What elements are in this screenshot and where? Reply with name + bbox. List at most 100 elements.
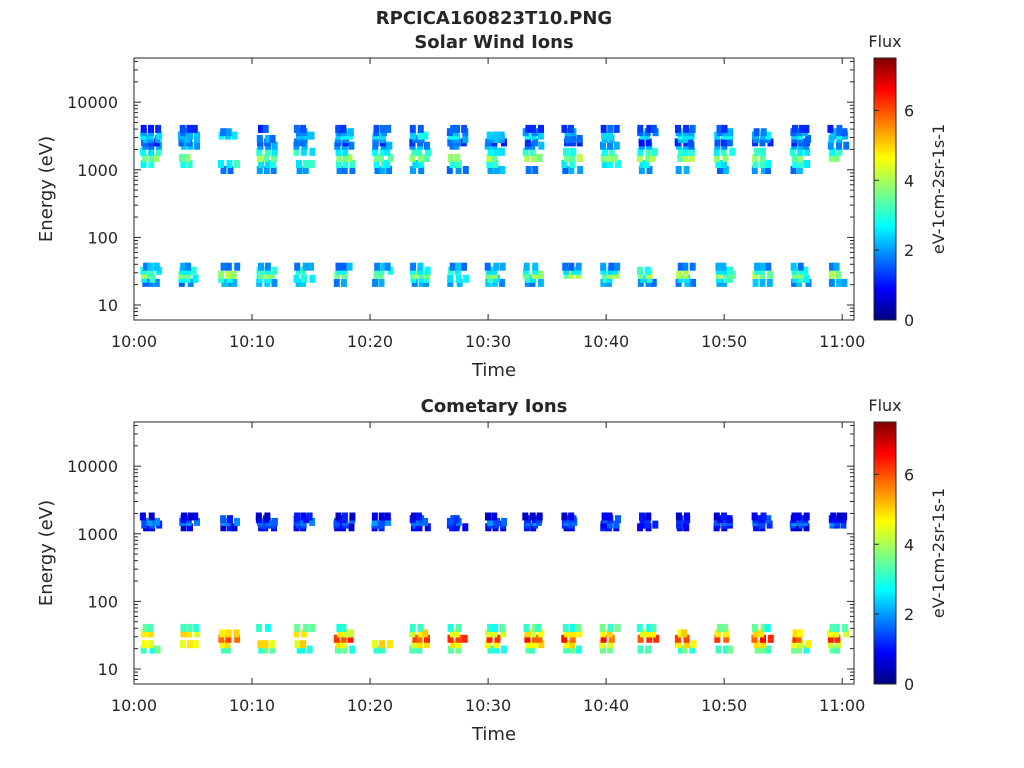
heatmap-cell	[293, 274, 300, 283]
heatmap-cell	[296, 166, 303, 174]
heatmap-cell	[760, 623, 767, 632]
heatmap-cell	[341, 645, 348, 654]
heatmap-cell	[564, 128, 571, 137]
heatmap-cell	[456, 278, 463, 287]
heatmap-cell	[341, 166, 348, 174]
heatmap-cell	[797, 147, 804, 156]
heatmap-cell	[271, 147, 278, 156]
heatmap-cell	[187, 512, 194, 521]
heatmap-cell	[764, 623, 771, 632]
heatmap-cell	[792, 124, 798, 133]
heatmap-cell	[827, 141, 834, 150]
heatmap-cell	[226, 160, 233, 168]
heatmap-cell	[607, 131, 614, 140]
heatmap-cell	[683, 634, 690, 643]
colorbar-gradient	[873, 421, 897, 685]
heatmap-cell	[409, 124, 416, 133]
heatmap-cell	[721, 278, 727, 287]
heatmap-cell	[637, 634, 644, 643]
heatmap-cell	[335, 640, 342, 649]
heatmap-cell	[455, 160, 462, 168]
plot-frame	[133, 421, 855, 685]
heatmap-cell	[417, 262, 424, 271]
heatmap-cell	[374, 166, 381, 174]
heatmap-cell	[299, 645, 306, 654]
heatmap-cell	[225, 262, 232, 271]
heatmap-cell	[790, 262, 797, 271]
heatmap-cell	[791, 278, 798, 287]
heatmap-cell	[644, 266, 651, 275]
heatmap-cell	[446, 166, 453, 174]
heatmap-cell	[256, 147, 263, 156]
heatmap-cell	[645, 138, 652, 147]
heatmap-cell	[301, 629, 308, 638]
heatmap-cell	[765, 645, 772, 654]
heatmap-cell	[417, 623, 424, 632]
heatmap-cell	[179, 640, 186, 649]
heatmap-cell	[384, 512, 391, 521]
heatmap-cell	[607, 141, 613, 150]
heatmap-cell	[538, 124, 544, 133]
heatmap-cell	[335, 160, 342, 168]
heatmap-cell	[570, 135, 577, 143]
heatmap-cell	[804, 160, 811, 168]
heatmap-cell	[148, 147, 155, 156]
heatmap-cell	[220, 128, 227, 137]
heatmap-cell	[829, 262, 835, 271]
heatmap-cell	[682, 520, 689, 529]
heatmap-cell	[653, 634, 660, 643]
heatmap-cell	[384, 147, 391, 156]
heatmap-cell	[536, 634, 543, 643]
y-axis-label: Energy (eV)	[36, 500, 57, 606]
heatmap-cell	[645, 512, 652, 521]
heatmap-cell	[336, 153, 343, 162]
heatmap-cell	[803, 274, 810, 283]
heatmap-cell	[378, 278, 385, 287]
heatmap-cell	[269, 645, 276, 654]
heatmap-cell	[409, 623, 416, 632]
heatmap-cell	[308, 160, 315, 168]
heatmap-cell	[493, 645, 500, 654]
heatmap-cell	[754, 147, 760, 156]
heatmap-cell	[599, 623, 606, 632]
heatmap-cell	[722, 623, 728, 632]
heatmap-cell	[447, 634, 454, 643]
heatmap-cell	[791, 153, 798, 162]
heatmap-cell	[796, 166, 803, 174]
heatmap-cell	[378, 512, 385, 521]
heatmap-cell	[525, 124, 532, 133]
heatmap-cell	[601, 131, 608, 140]
heatmap-cell	[493, 166, 500, 174]
heatmap-cell	[486, 131, 493, 140]
heatmap-cell	[296, 645, 303, 654]
heatmap-cell	[766, 520, 773, 529]
heatmap-cell	[836, 512, 843, 521]
heatmap-cell	[373, 645, 380, 654]
heatmap-cell	[386, 166, 393, 174]
heatmap-cell	[377, 153, 384, 162]
heatmap-cell	[387, 153, 394, 162]
heatmap-cell	[373, 153, 380, 162]
y-tick-label: 100	[87, 592, 118, 611]
heatmap-cell	[148, 629, 154, 638]
heatmap-cell	[833, 623, 840, 632]
heatmap-cell	[720, 262, 727, 271]
heatmap-cell	[713, 147, 720, 156]
heatmap-cell	[309, 623, 316, 632]
heatmap-cell	[525, 645, 532, 654]
heatmap-cell	[486, 160, 493, 168]
heatmap-cell	[637, 266, 643, 275]
heatmap-cell	[715, 645, 722, 654]
heatmap-cell	[180, 523, 187, 532]
heatmap-cell	[714, 629, 721, 638]
heatmap-cell	[498, 131, 505, 140]
heatmap-cell	[454, 124, 461, 133]
heatmap-cell	[795, 512, 802, 521]
colorbar-tick-label: 0	[904, 675, 914, 694]
heatmap-cell	[455, 166, 462, 174]
heatmap-cell	[682, 147, 689, 156]
heatmap-cell	[220, 645, 227, 654]
heatmap-cell	[723, 634, 730, 643]
heatmap-cell	[828, 640, 834, 649]
heatmap-cell	[532, 640, 538, 649]
